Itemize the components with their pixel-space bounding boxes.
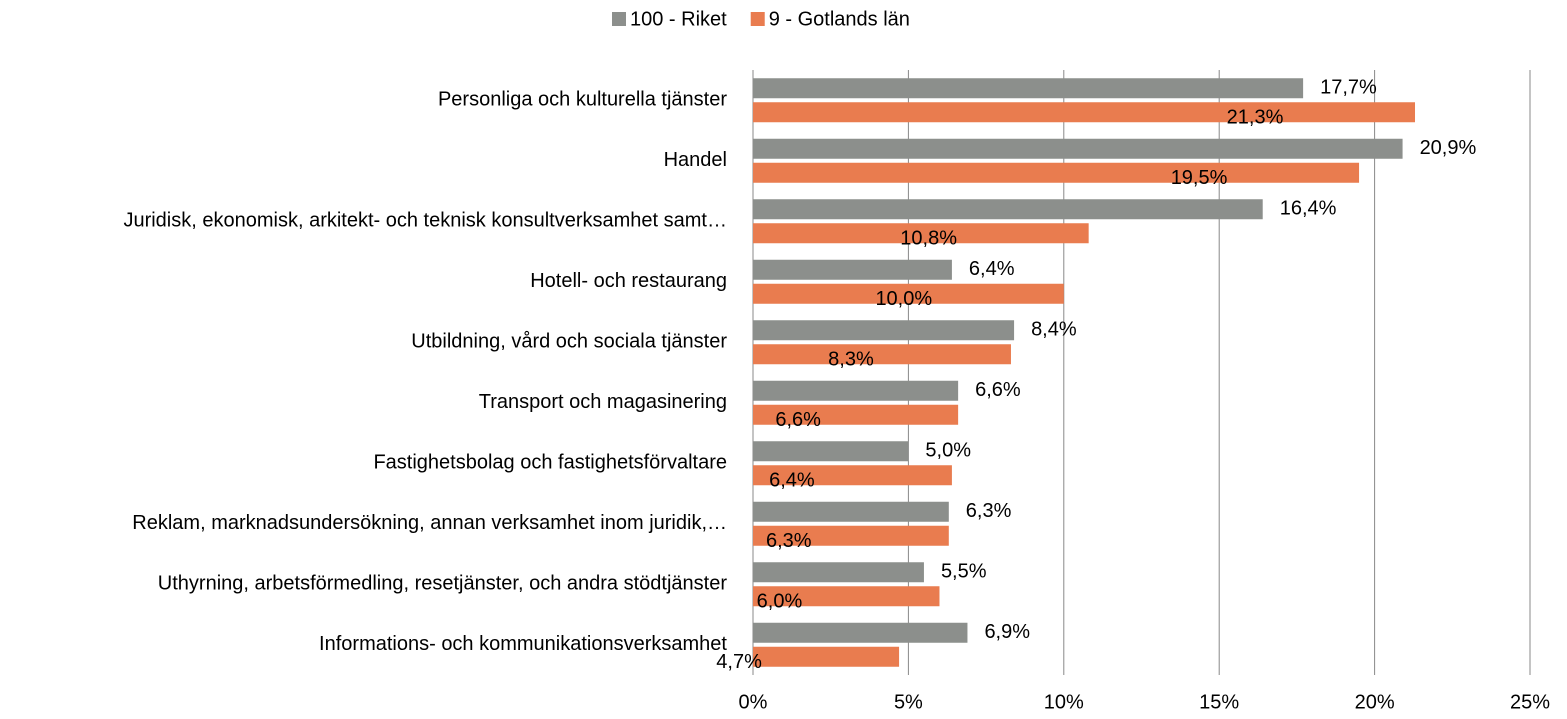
category-label: Juridisk, ekonomisk, arkitekt- och tekni…: [123, 210, 727, 232]
data-label: 6,9%: [984, 621, 1030, 643]
bar: [753, 283, 1064, 304]
data-label: 19,5%: [1171, 167, 1228, 189]
bar: [753, 102, 1416, 123]
bar: [753, 162, 1360, 183]
data-label: 10,0%: [875, 288, 932, 310]
bar: [753, 259, 952, 280]
bar: [753, 586, 940, 607]
x-tick-label: 0%: [739, 691, 768, 713]
category-label: Hotell- och restaurang: [530, 270, 727, 292]
data-label: 20,9%: [1420, 137, 1477, 159]
bar: [753, 344, 1011, 365]
data-label: 4,7%: [716, 651, 762, 673]
data-label: 6,4%: [769, 470, 815, 492]
bar: [753, 525, 949, 546]
category-label: Handel: [664, 149, 727, 171]
data-label: 10,8%: [900, 228, 957, 250]
bar: [753, 199, 1263, 220]
x-tick-label: 10%: [1044, 691, 1084, 713]
data-label: 17,7%: [1320, 77, 1377, 99]
data-label: 5,5%: [941, 561, 987, 583]
legend-swatch: [612, 12, 626, 26]
data-label: 6,6%: [775, 409, 821, 431]
bar: [753, 138, 1403, 159]
category-label: Transport och magasinering: [479, 391, 727, 413]
x-tick-label: 25%: [1510, 691, 1550, 713]
legend-label: 9 - Gotlands län: [769, 8, 910, 30]
data-label: 6,3%: [966, 500, 1012, 522]
bar: [753, 223, 1089, 244]
category-label: Uthyrning, arbetsförmedling, resetjänste…: [158, 573, 728, 595]
bar: [753, 320, 1015, 341]
category-label: Personliga och kulturella tjänster: [438, 89, 727, 111]
x-tick-label: 5%: [894, 691, 923, 713]
data-label: 6,3%: [766, 530, 812, 552]
category-label: Reklam, marknadsundersökning, annan verk…: [132, 512, 727, 534]
bar: [753, 622, 968, 643]
bar: [753, 380, 959, 401]
data-label: 6,4%: [969, 258, 1015, 280]
x-tick-label: 15%: [1199, 691, 1239, 713]
legend-swatch: [750, 12, 765, 26]
category-label: Fastighetsbolag och fastighetsförvaltare: [373, 452, 727, 474]
bar: [753, 441, 909, 462]
data-label: 8,3%: [828, 349, 874, 371]
x-tick-label: 20%: [1355, 691, 1395, 713]
bar: [753, 404, 959, 425]
category-label: Informations- och kommunikationsverksamh…: [319, 633, 727, 655]
bar: [753, 78, 1304, 99]
bar: [753, 562, 924, 583]
data-label: 5,0%: [925, 440, 971, 462]
category-label: Utbildning, vård och sociala tjänster: [411, 331, 727, 353]
bar: [753, 501, 949, 522]
bar: [753, 465, 952, 486]
data-label: 8,4%: [1031, 319, 1077, 341]
legend-label: 100 - Riket: [630, 8, 727, 30]
data-label: 6,0%: [757, 591, 803, 613]
data-label: 21,3%: [1227, 107, 1284, 129]
data-label: 6,6%: [975, 379, 1021, 401]
data-label: 16,4%: [1280, 198, 1337, 220]
bar: [753, 646, 900, 667]
